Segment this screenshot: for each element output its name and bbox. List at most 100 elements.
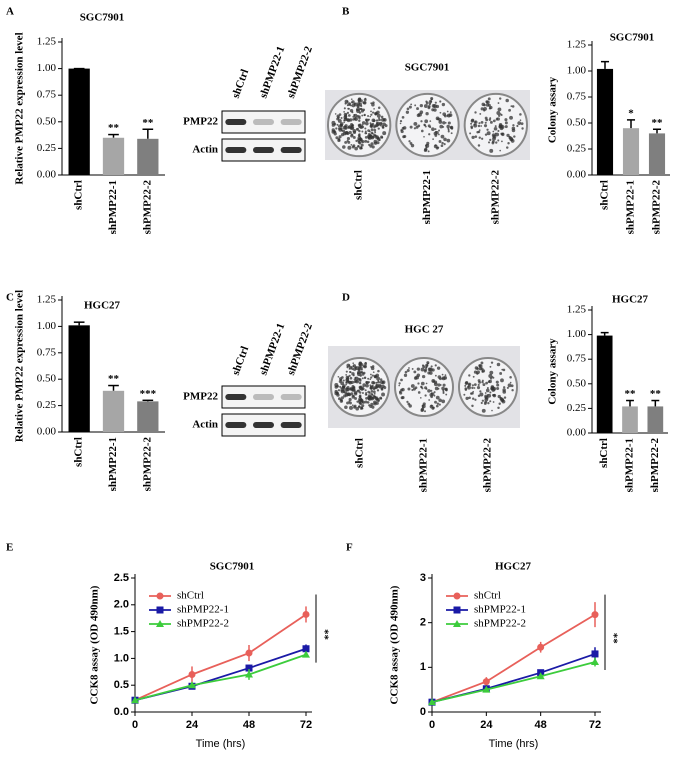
colony: [345, 370, 348, 373]
colony: [372, 371, 375, 373]
colony: [335, 136, 339, 140]
colony: [360, 387, 364, 391]
bar: [648, 133, 666, 175]
colony: [340, 396, 345, 400]
colony: [374, 131, 377, 134]
colony: [369, 373, 372, 376]
colony: [421, 374, 426, 379]
colony: [500, 125, 505, 129]
colony: [354, 376, 359, 381]
chart-title: SGC7901: [210, 561, 255, 573]
y-tick-label: 0.75: [37, 346, 57, 358]
panel-letter: B: [342, 6, 350, 18]
colony: [364, 139, 368, 143]
colony: [427, 371, 431, 375]
colony: [437, 383, 441, 387]
colony: [408, 140, 411, 143]
colony: [333, 132, 337, 136]
colony: [360, 368, 363, 371]
colony: [370, 142, 374, 146]
colony: [406, 400, 409, 404]
colony: [406, 369, 410, 373]
colony: [368, 404, 371, 407]
colony: [506, 146, 509, 149]
colony: [366, 140, 370, 144]
colony: [368, 130, 371, 133]
colony: [474, 398, 477, 401]
colony: [382, 126, 385, 129]
colony: [344, 405, 348, 410]
colony: [345, 374, 348, 376]
colony: [447, 130, 450, 133]
colony: [353, 404, 357, 408]
marker: [156, 606, 164, 614]
colony: [485, 388, 490, 393]
colony: [351, 124, 354, 127]
x-axis-label: Time (hrs): [196, 738, 246, 750]
colony: [371, 374, 374, 377]
colony: [359, 99, 363, 103]
colony: [352, 118, 355, 121]
y-tick-label: 2.5: [114, 572, 129, 584]
significance-label: **: [108, 373, 120, 385]
colony: [480, 367, 484, 371]
colony: [503, 386, 506, 389]
colony: [436, 117, 439, 121]
colony: [377, 106, 381, 110]
colony: [375, 381, 378, 384]
colony: [470, 119, 475, 123]
colony: [507, 383, 512, 388]
band: [252, 422, 275, 428]
colony: [478, 136, 481, 139]
colony: [381, 136, 384, 139]
colony: [409, 142, 413, 145]
x-tick-label: shPMP22-1: [107, 437, 119, 491]
colony: [495, 118, 498, 121]
colony: [481, 137, 484, 140]
colony: [447, 121, 451, 125]
y-tick-label: 0.50: [37, 373, 57, 385]
colony: [488, 118, 492, 121]
colony: [359, 385, 363, 388]
colony: [346, 401, 350, 405]
colony: [373, 390, 376, 394]
colony: [343, 110, 345, 113]
colony: [485, 100, 489, 104]
colony: [425, 382, 428, 385]
colony: [368, 391, 371, 394]
colony: [423, 136, 425, 138]
row-label: PMP22: [183, 391, 218, 403]
y-tick-label: 1.25: [37, 36, 57, 48]
y-axis-label: Colony assary: [547, 76, 559, 143]
colony: [357, 134, 361, 137]
colony: [379, 384, 382, 387]
colony: [443, 114, 447, 118]
colony: [490, 361, 494, 364]
y-tick-label: 0.00: [567, 169, 587, 181]
colony: [381, 388, 383, 390]
blot-strip: [221, 385, 306, 409]
legend-label: shPMP22-2: [474, 618, 526, 630]
colony: [447, 128, 450, 131]
colony: [354, 392, 358, 396]
marker: [482, 685, 491, 693]
colony: [361, 124, 364, 126]
colony: [484, 392, 487, 394]
colony: [427, 367, 432, 372]
colony: [509, 115, 513, 120]
y-tick-label: 0.00: [567, 427, 587, 439]
colony: [445, 393, 448, 396]
colony: [373, 392, 376, 395]
colony: [411, 367, 414, 370]
row-label: PMP22: [183, 116, 218, 128]
chart-title: HGC27: [495, 561, 532, 573]
colony: [383, 386, 387, 390]
x-tick-label: 72: [589, 719, 601, 731]
colony: [345, 387, 348, 389]
colony: [423, 104, 428, 108]
colony: [409, 125, 413, 129]
series-line: [134, 647, 307, 702]
colony: [331, 120, 336, 125]
colony: [348, 130, 352, 135]
